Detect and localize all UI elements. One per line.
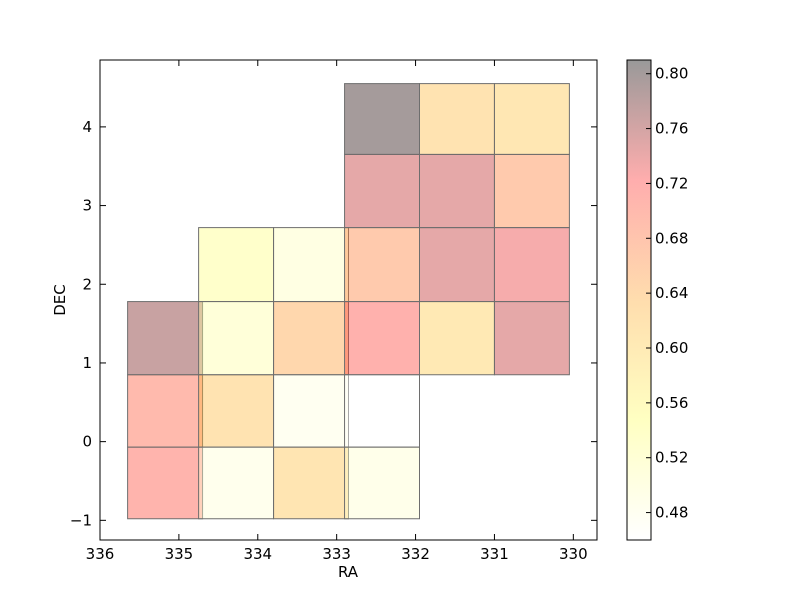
colorbar-tick-label: 0.60 [655,339,688,357]
colorbar-tick-label: 0.72 [655,174,688,192]
heatmap-cell [198,301,275,376]
heatmap-cell [127,374,204,448]
y-tick-label: 0 [82,433,92,451]
y-tick-label: 1 [82,354,92,372]
heatmap-cell [273,301,349,376]
colorbar-border [626,59,652,541]
y-tick-label: −1 [70,511,92,529]
heatmap-cell [419,153,495,229]
x-tick-label: 330 [559,545,588,563]
colorbar-tick-label: 0.56 [655,394,688,412]
x-axis-title: RA [338,563,359,581]
heatmap-cell [419,301,495,376]
cells-layer [127,83,570,520]
heatmap-cell [344,374,420,448]
colorbar: 0.48 0.52 0.56 0.60 0.64 0.68 0.72 0.76 0.80 [626,59,688,541]
colorbar-gradient [627,60,651,540]
plot-area: 336 335 334 333 332 331 330 −1 0 1 2 3 4 [70,59,598,563]
colorbar-tick-label: 0.68 [655,229,688,247]
y-tick-label: 4 [82,118,92,136]
y-axis-title: DEC [51,284,69,316]
x-tick-label: 336 [86,545,115,563]
heatmap-cell [273,374,349,448]
x-tick-label: 335 [165,545,194,563]
colorbar-ticks: 0.48 0.52 0.56 0.60 0.64 0.68 0.72 0.76 0.80 [646,65,688,522]
heatmap-cell [344,83,420,155]
heatmap-cell [198,446,275,520]
heatmap-cell [273,227,349,303]
heatmap-cell [344,153,420,229]
colorbar-tick-label: 0.48 [655,504,688,522]
heatmap-cell [419,227,495,303]
heatmap-cell [493,227,570,303]
heatmap-cell [493,301,570,376]
y-tick-label: 2 [82,275,92,293]
colorbar-tick-label: 0.64 [655,284,688,302]
plot-frame-border [99,59,598,541]
heatmap-cell [344,301,420,376]
heatmap-cell [344,446,420,520]
heatmap-cell [273,446,349,520]
x-tick-label: 331 [480,545,509,563]
x-tick-label: 332 [401,545,430,563]
heatmap-cell [493,153,570,229]
heatmap-cell [198,227,275,303]
colorbar-tick-label: 0.80 [655,65,688,83]
colorbar-tick-label: 0.52 [655,449,688,467]
colorbar-tick-label: 0.76 [655,120,688,138]
heatmap-cell [127,446,204,520]
heatmap-cell [344,227,420,303]
x-tick-label: 334 [243,545,272,563]
heatmap-cell [127,301,204,376]
y-tick-label: 3 [82,197,92,215]
x-tick-label: 333 [322,545,351,563]
y-axis-ticks: −1 0 1 2 3 4 [70,118,597,529]
heatmap-cell [419,83,495,155]
heatmap-cell [198,374,275,448]
x-axis-ticks: 336 335 334 333 332 331 330 [86,60,588,563]
heatmap-cell [493,83,570,155]
